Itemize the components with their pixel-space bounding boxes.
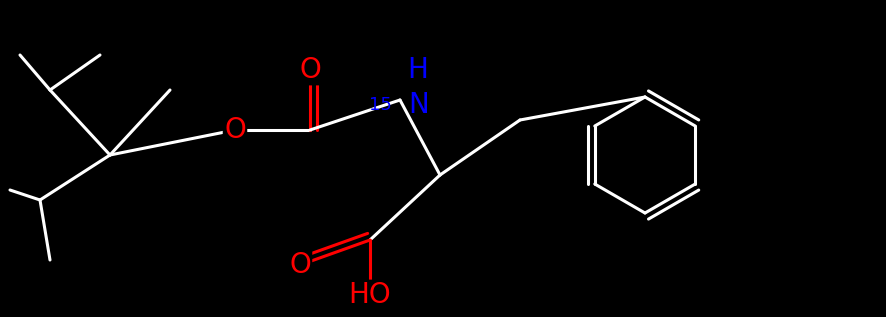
Text: N: N	[408, 91, 428, 119]
Text: HO: HO	[348, 281, 391, 309]
Text: O: O	[289, 251, 310, 279]
Text: H: H	[407, 56, 428, 84]
Text: O: O	[224, 116, 245, 144]
Text: O: O	[299, 56, 321, 84]
Text: 15: 15	[369, 96, 392, 114]
